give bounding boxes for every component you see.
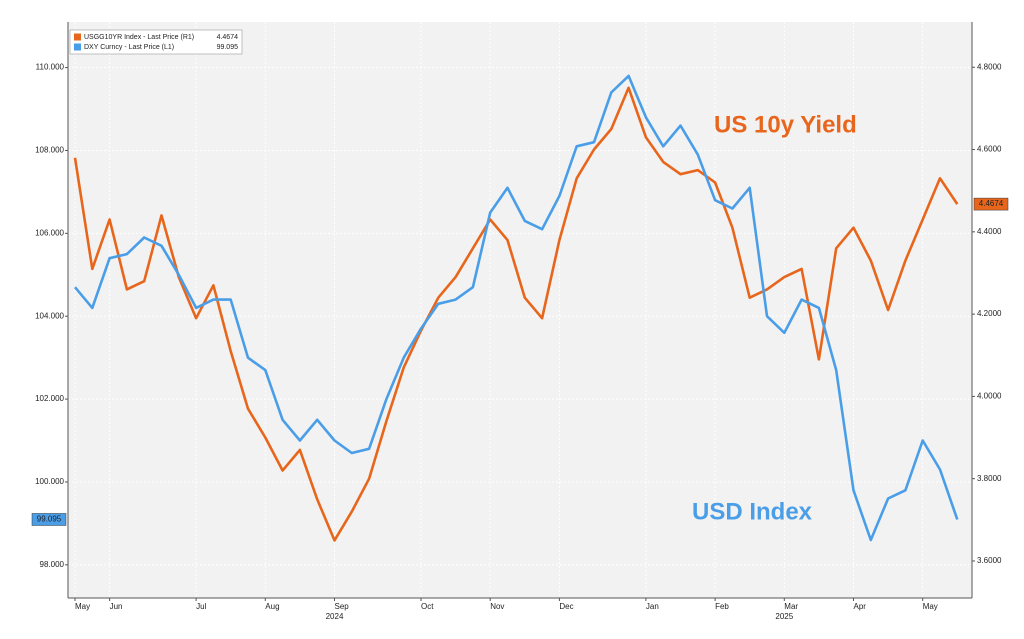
y-tick-label: 108.000 [35,146,64,155]
y2-tick-label: 4.0000 [977,392,1002,401]
annotation: USD Index [692,498,813,525]
legend-swatch [74,33,81,41]
x-tick-label: Sep [335,602,350,611]
x-tick-label: May [923,602,938,611]
y-tick-label: 100.000 [35,477,64,486]
legend-box [69,29,243,55]
year-label: 2024 [326,612,344,621]
x-tick-label: Jan [646,602,659,611]
y-tick-label: 98.000 [40,560,65,569]
y-tick-label: 106.000 [35,228,64,237]
x-tick-label: Apr [854,602,867,611]
legend-value: 4.4674 [217,34,239,41]
x-tick-label: Nov [490,602,504,611]
y-tick-label: 110.000 [36,63,65,72]
legend-label: USGG10YR Index - Last Price (R1) [84,34,194,41]
y2-tick-label: 4.2000 [977,309,1002,318]
legend-swatch [74,43,81,51]
x-tick-label: Jun [110,602,123,611]
last-value-label: 99.095 [37,515,62,524]
y-tick-label: 102.000 [35,394,64,403]
y-tick-label: 104.000 [35,311,64,320]
y2-tick-label: 3.6000 [977,556,1002,565]
series-line [74,74,959,542]
y2-tick-label: 4.6000 [977,145,1002,154]
legend-label: DXY Curncy - Last Price (L1) [84,44,174,51]
x-tick-label: May [75,602,90,611]
y2-tick-label: 4.4000 [977,227,1002,236]
x-tick-label: Feb [715,602,729,611]
x-tick-label: Oct [421,602,434,611]
y2-tick-label: 3.8000 [977,474,1002,483]
year-label: 2025 [775,612,793,621]
x-tick-label: Mar [784,602,798,611]
x-tick-label: Aug [265,602,279,611]
x-tick-label: Dec [559,602,573,611]
annotation: US 10y Yield [714,111,857,138]
x-tick-label: Jul [196,602,206,611]
legend-value: 99.095 [217,44,239,51]
last-value-tag [31,513,67,526]
series-line [73,86,959,542]
y2-tick-label: 4.8000 [977,62,1002,71]
last-value-tag [973,197,1009,211]
plot-area [68,22,972,598]
last-value-label: 4.4674 [979,199,1004,208]
